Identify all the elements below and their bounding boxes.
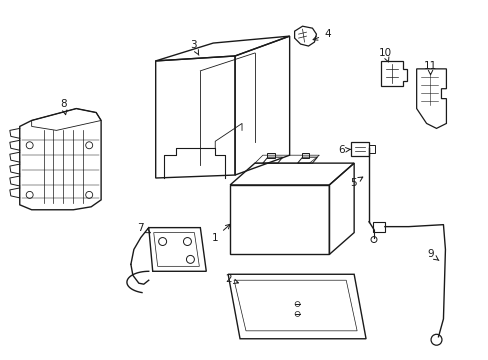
Text: 1: 1 (211, 224, 230, 243)
Bar (372, 222, 384, 231)
Text: 10: 10 (378, 48, 391, 62)
Text: 11: 11 (423, 61, 436, 75)
Text: 8: 8 (60, 99, 67, 115)
Text: 5: 5 (349, 177, 362, 188)
Text: 3: 3 (190, 40, 199, 55)
Text: 9: 9 (427, 249, 438, 261)
Bar (266, 153, 274, 158)
Bar (368, 145, 374, 153)
Bar (301, 153, 309, 158)
Text: 2: 2 (224, 274, 238, 284)
Text: 4: 4 (312, 29, 330, 40)
Bar (350, 142, 368, 156)
Text: 7: 7 (137, 222, 150, 233)
Text: 6: 6 (337, 145, 349, 155)
